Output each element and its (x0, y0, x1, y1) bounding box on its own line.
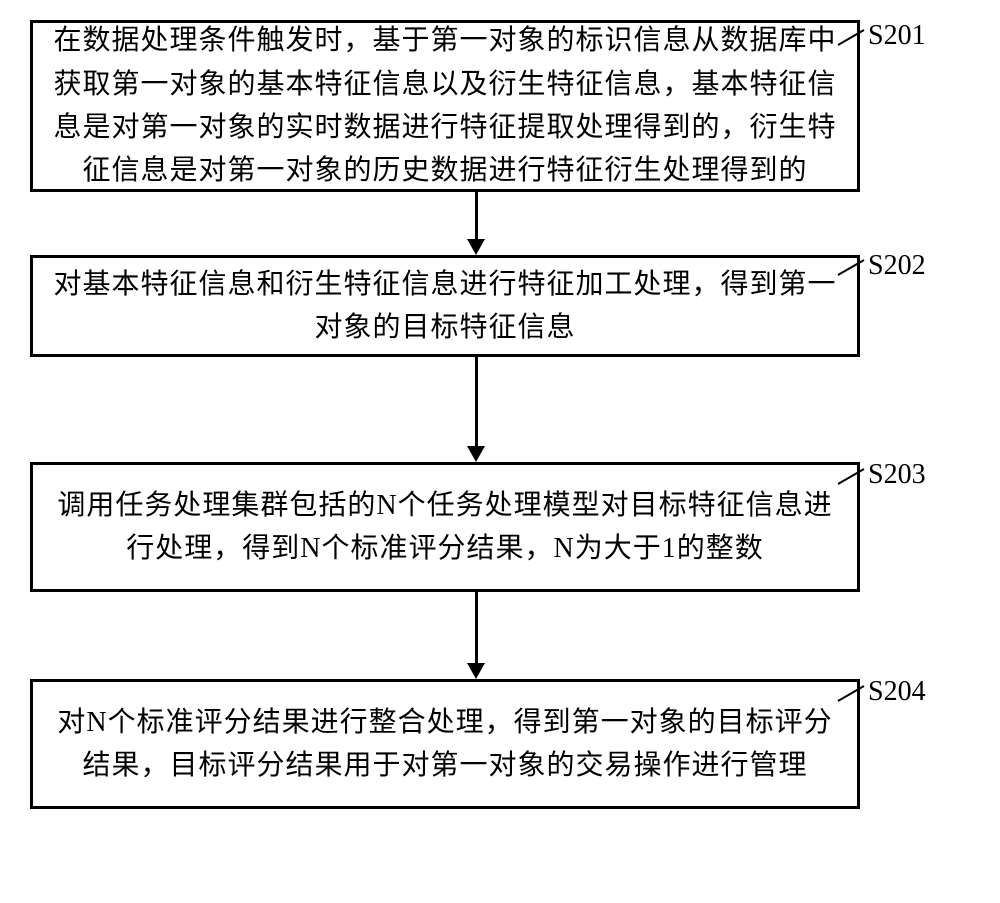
step-label-s202: S202 (868, 250, 926, 282)
step-box-s201: 在数据处理条件触发时，基于第一对象的标识信息从数据库中获取第一对象的基本特征信息… (30, 20, 860, 192)
step-label-text: S203 (868, 459, 926, 490)
step-label-s203: S203 (868, 459, 926, 491)
connector (467, 192, 485, 255)
connector-line (475, 592, 478, 664)
step-label-s201: S201 (868, 20, 926, 52)
arrow-down-icon (467, 239, 485, 255)
step-text: 在数据处理条件触发时，基于第一对象的标识信息从数据库中获取第一对象的基本特征信息… (53, 19, 837, 193)
step-box-s202: 对基本特征信息和衍生特征信息进行特征加工处理，得到第一对象的目标特征信息 (30, 255, 860, 357)
connector-line (475, 192, 478, 240)
step-row: 调用任务处理集群包括的N个任务处理模型对目标特征信息进行处理，得到N个标准评分结… (30, 462, 970, 592)
connector (467, 592, 485, 679)
step-row: 对基本特征信息和衍生特征信息进行特征加工处理，得到第一对象的目标特征信息 S20… (30, 255, 970, 357)
step-label-text: S204 (868, 676, 926, 707)
step-row: 在数据处理条件触发时，基于第一对象的标识信息从数据库中获取第一对象的基本特征信息… (30, 20, 970, 192)
step-row: 对N个标准评分结果进行整合处理，得到第一对象的目标评分结果，目标评分结果用于对第… (30, 679, 970, 809)
step-label-text: S201 (868, 20, 926, 51)
step-text: 对N个标准评分结果进行整合处理，得到第一对象的目标评分结果，目标评分结果用于对第… (53, 701, 837, 788)
connector-line (475, 357, 478, 447)
arrow-down-icon (467, 446, 485, 462)
step-text: 对基本特征信息和衍生特征信息进行特征加工处理，得到第一对象的目标特征信息 (53, 263, 837, 350)
arrow-down-icon (467, 663, 485, 679)
step-text: 调用任务处理集群包括的N个任务处理模型对目标特征信息进行处理，得到N个标准评分结… (53, 484, 837, 571)
step-box-s203: 调用任务处理集群包括的N个任务处理模型对目标特征信息进行处理，得到N个标准评分结… (30, 462, 860, 592)
step-label-s204: S204 (868, 676, 926, 708)
step-box-s204: 对N个标准评分结果进行整合处理，得到第一对象的目标评分结果，目标评分结果用于对第… (30, 679, 860, 809)
connector (467, 357, 485, 462)
flowchart-container: 在数据处理条件触发时，基于第一对象的标识信息从数据库中获取第一对象的基本特征信息… (30, 20, 970, 809)
step-label-text: S202 (868, 250, 926, 281)
